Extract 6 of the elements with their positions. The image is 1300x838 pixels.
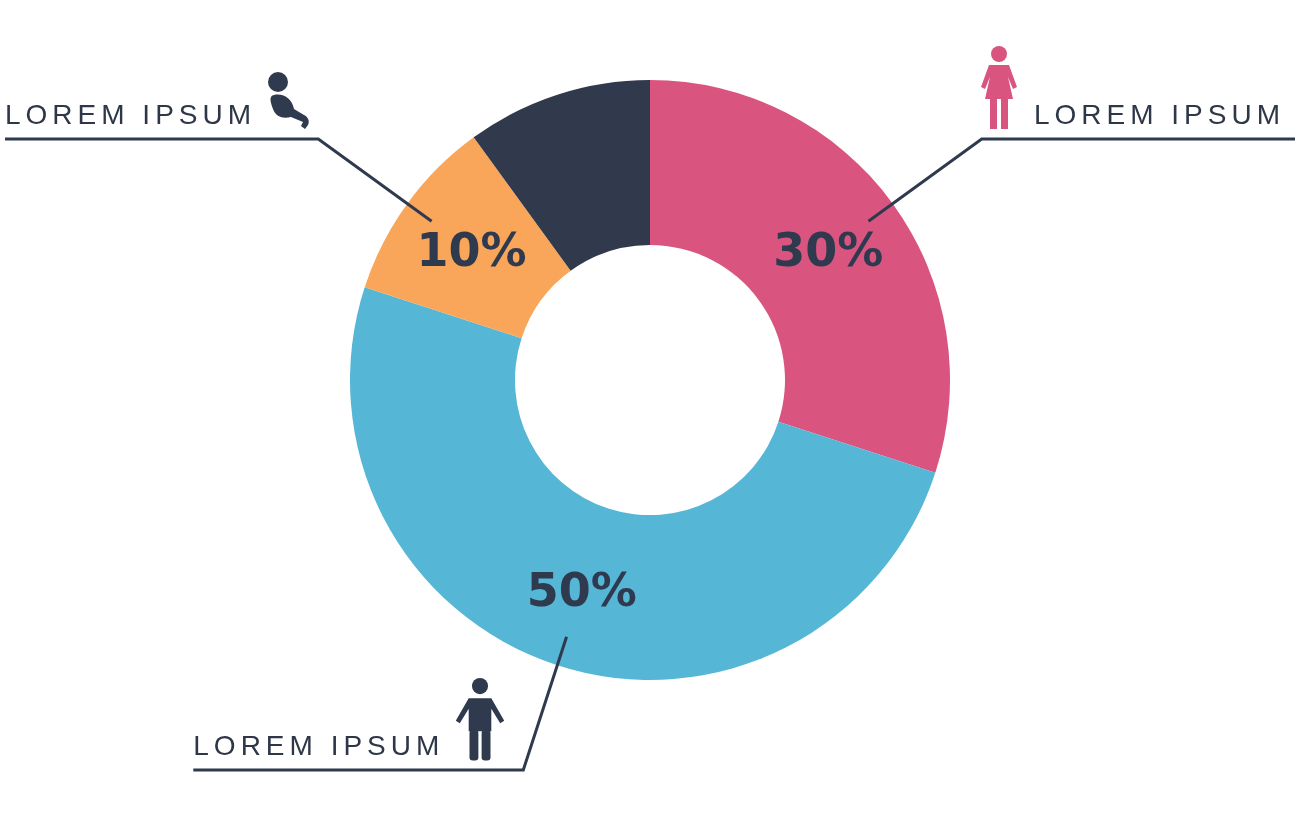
data-label: 10% bbox=[416, 223, 527, 278]
slice-label: LOREM IPSUM bbox=[1033, 99, 1285, 132]
slice-label: LOREM IPSUM bbox=[5, 99, 257, 132]
data-label: 50% bbox=[526, 562, 637, 617]
data-label: 30% bbox=[773, 223, 884, 278]
slice-label: LOREM IPSUM bbox=[193, 729, 445, 762]
